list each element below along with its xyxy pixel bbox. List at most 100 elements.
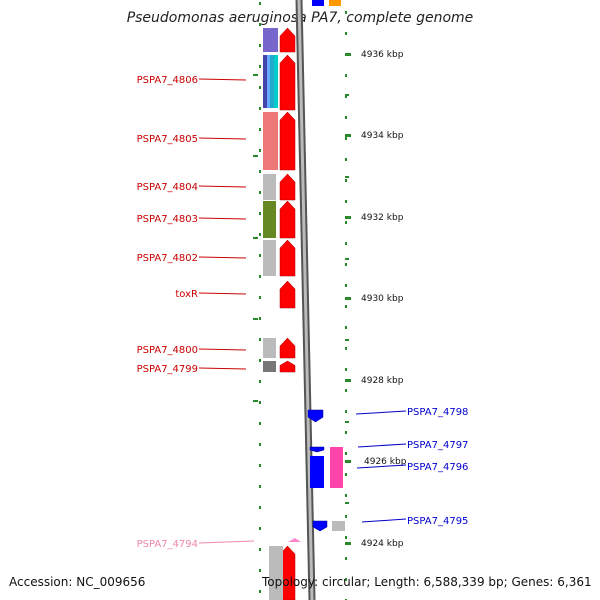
scale-tick-label: 4926 kbp xyxy=(364,457,407,467)
scale-minor-tick xyxy=(345,421,349,423)
left-track-dash xyxy=(259,527,261,530)
left-minor-tick xyxy=(253,400,258,402)
reverse-gene-arrow xyxy=(312,520,328,532)
left-track-dash xyxy=(259,212,261,215)
reverse-gene-arrow xyxy=(307,409,324,423)
right-track-dash xyxy=(345,536,347,539)
domain-block xyxy=(267,55,270,108)
scale-tick-mark xyxy=(345,216,351,219)
gene-label-left: PSPA7_4799 xyxy=(137,364,198,375)
domain-block xyxy=(274,55,278,108)
gene-label-leader xyxy=(198,540,255,544)
left-track-dash xyxy=(259,506,261,509)
gene-label-left: PSPA7_4805 xyxy=(137,134,198,145)
left-track-dash xyxy=(259,149,261,152)
scale-tick-label: 4924 kbp xyxy=(361,539,404,549)
right-track-dash xyxy=(345,305,347,308)
left-track-dash xyxy=(259,380,261,383)
domain-block xyxy=(263,361,276,372)
domain-block xyxy=(263,28,278,52)
left-track-dash xyxy=(259,548,261,551)
right-track-dash xyxy=(345,263,347,266)
forward-gene-arrow xyxy=(279,111,296,171)
domain-block xyxy=(332,521,345,531)
domain-block xyxy=(263,240,276,276)
right-track-dash xyxy=(345,389,347,392)
domain-block xyxy=(263,112,278,170)
accession-text: Accession: NC_009656 xyxy=(9,575,146,589)
left-track-dash xyxy=(259,296,261,299)
right-track-dash xyxy=(345,326,347,329)
forward-gene-arrow xyxy=(279,337,296,359)
scale-minor-tick xyxy=(345,339,349,341)
scale-minor-tick xyxy=(345,258,349,260)
forward-gene-arrow xyxy=(279,200,296,239)
forward-gene-arrow xyxy=(279,54,296,111)
gene-label-right: PSPA7_4796 xyxy=(407,462,468,473)
left-track-dash xyxy=(259,191,261,194)
scale-tick-label: 4930 kbp xyxy=(361,294,404,304)
scale-tick-mark xyxy=(345,297,351,300)
right-track-dash xyxy=(345,116,347,119)
right-track-dash xyxy=(345,578,347,581)
domain-block xyxy=(263,55,267,108)
scale-tick-mark xyxy=(345,379,351,382)
forward-gene-arrow xyxy=(279,27,296,53)
gene-label-leader xyxy=(356,464,407,469)
gene-label-leader xyxy=(198,348,247,351)
right-track-dash xyxy=(345,32,347,35)
left-minor-tick xyxy=(253,237,258,239)
right-track-dash xyxy=(345,200,347,203)
scale-tick-mark xyxy=(345,53,351,56)
domain-block xyxy=(330,447,343,488)
right-track-dash xyxy=(345,158,347,161)
gene-label-leader xyxy=(357,443,407,448)
reverse-gene-arrow xyxy=(309,446,325,453)
left-track-dash xyxy=(259,317,261,320)
gene-label-left: PSPA7_4806 xyxy=(137,75,198,86)
left-track-dash xyxy=(259,359,261,362)
gene-label-leader xyxy=(198,78,247,81)
domain-block xyxy=(263,201,276,238)
right-track-dash xyxy=(345,557,347,560)
forward-gene-arrow xyxy=(279,239,296,277)
left-track-dash xyxy=(259,464,261,467)
scale-tick-mark xyxy=(345,134,351,137)
left-track-dash xyxy=(259,128,261,131)
scale-tick-mark xyxy=(345,542,351,545)
gene-label-left: toxR xyxy=(175,289,198,300)
left-track-dash xyxy=(259,44,261,47)
gene-label-leader xyxy=(355,410,407,415)
gene-label-right: PSPA7_4795 xyxy=(407,516,468,527)
gene-label-left: PSPA7_4803 xyxy=(137,214,198,225)
topology-text: Topology: circular; Length: 6,588,339 bp… xyxy=(262,575,592,589)
orange-gene-top xyxy=(329,0,341,6)
left-track-dash xyxy=(259,275,261,278)
scale-tick-label: 4936 kbp xyxy=(361,50,404,60)
gene-label-left: PSPA7_4794 xyxy=(137,539,198,550)
left-track-dash xyxy=(259,590,261,593)
left-track-dash xyxy=(259,107,261,110)
right-track-dash xyxy=(345,284,347,287)
left-minor-tick xyxy=(253,155,258,157)
right-track-dash xyxy=(345,11,347,14)
gene-label-left: PSPA7_4804 xyxy=(137,182,198,193)
gene-label-leader xyxy=(198,367,247,370)
right-track-dash xyxy=(345,137,347,140)
left-track-dash xyxy=(259,443,261,446)
gene-label-leader xyxy=(361,518,407,523)
gene-label-leader xyxy=(198,217,247,220)
reverse-gene-top xyxy=(312,0,324,6)
scale-tick-label: 4928 kbp xyxy=(361,376,404,386)
left-track-dash xyxy=(259,254,261,257)
gene-label-leader xyxy=(198,137,247,140)
right-track-dash xyxy=(345,515,347,518)
forward-gene-arrow xyxy=(279,280,296,309)
gene-label-left: PSPA7_4800 xyxy=(137,345,198,356)
left-track-dash xyxy=(259,86,261,89)
left-minor-tick xyxy=(253,74,258,76)
gene-label-left: PSPA7_4802 xyxy=(137,253,198,264)
genome-backbone-highlight xyxy=(297,0,314,600)
scale-minor-tick xyxy=(345,502,349,504)
